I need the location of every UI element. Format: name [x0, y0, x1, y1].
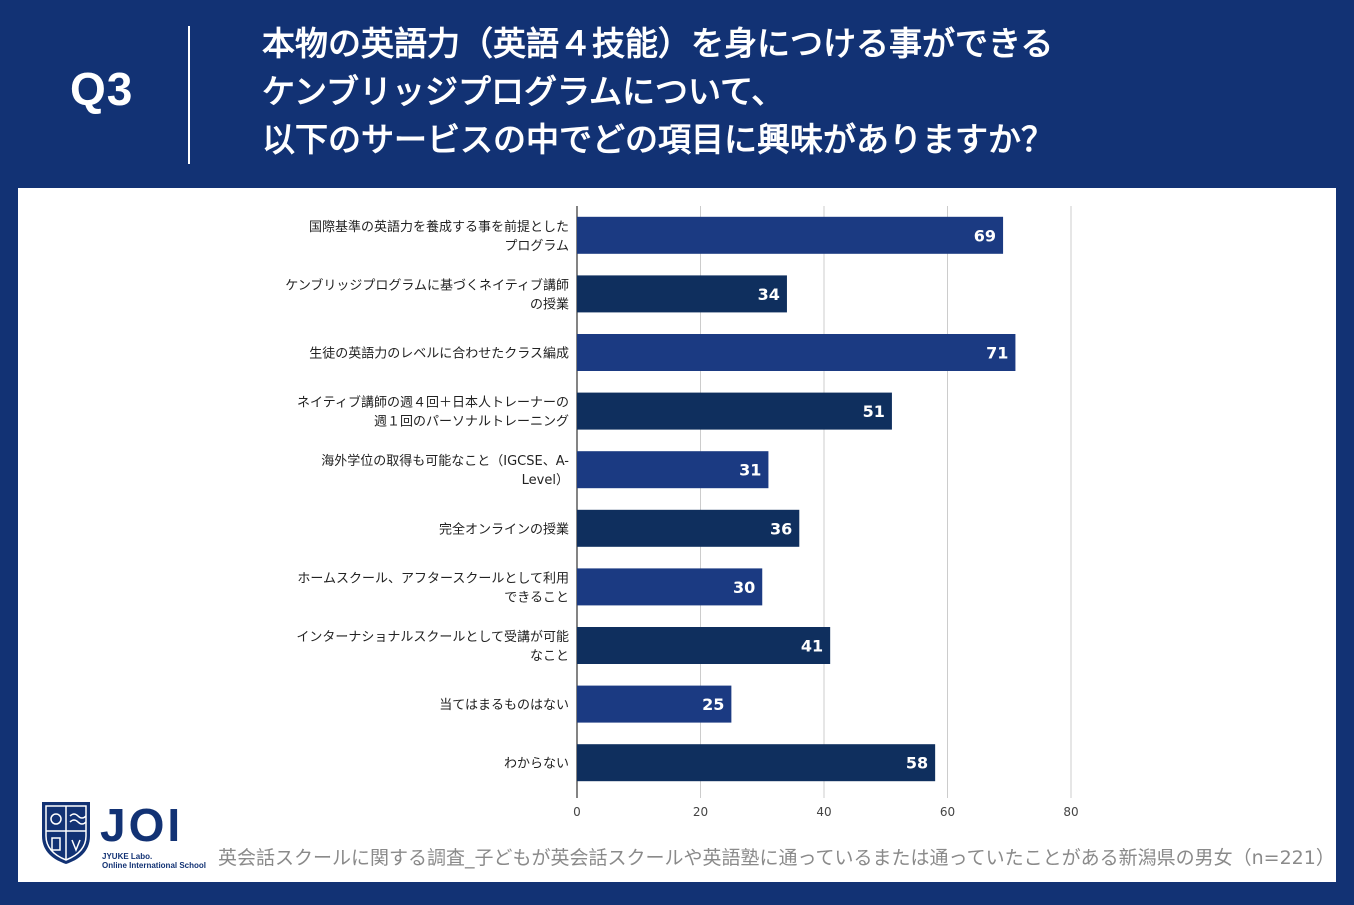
chart-panel: 0 20 40 60 80 69 国際基準の英語力を養成する事を前提としたプログラム 34 ケン…: [18, 188, 1336, 882]
category-label: 週１回のパーソナルトレーニング: [374, 415, 569, 430]
data-label: 41: [801, 637, 823, 656]
logo-subtitle: JYUKE Labo. Online International School: [102, 852, 206, 870]
data-label: 71: [986, 344, 1008, 363]
data-label: 31: [739, 461, 761, 480]
category-label: ネイティブ講師の週４回＋日本人トレーナーの: [297, 395, 569, 411]
data-label: 58: [906, 754, 928, 773]
bar: [577, 392, 892, 430]
bar: [577, 334, 1016, 371]
x-tick-label: 80: [1063, 805, 1078, 819]
data-label: 69: [974, 226, 996, 245]
category-label: できること: [504, 590, 569, 605]
header-divider: [188, 26, 190, 164]
category-label: インターナショナルスクールとして受講が可能: [296, 629, 569, 645]
category-label: ホームスクール、アフタースクールとして利用: [297, 571, 569, 586]
school-crest-icon: [42, 802, 90, 864]
bar: [577, 275, 787, 313]
category-label: ケンブリッジプログラムに基づくネイティブ講師: [285, 277, 569, 293]
bar: [577, 627, 831, 664]
category-label: 海外学位の取得も可能なこと（IGCSE、A-: [321, 453, 569, 469]
category-label: なこと: [530, 649, 569, 664]
x-tick-label: 0: [573, 805, 581, 819]
question-title-line-2: ケンブリッジプログラムについて、: [262, 72, 785, 111]
bar: [577, 568, 763, 606]
logo-subtitle-line-1: JYUKE Labo.: [102, 852, 153, 861]
data-label: 34: [758, 285, 780, 304]
data-label: 25: [702, 695, 724, 714]
x-tick-label: 20: [693, 805, 708, 819]
bar: [577, 216, 1004, 254]
category-label: の授業: [530, 296, 569, 312]
data-label: 51: [863, 402, 885, 421]
category-label: 完全オンラインの授業: [439, 521, 569, 537]
data-label: 30: [733, 578, 755, 597]
category-label: プログラム: [504, 239, 569, 254]
data-label: 36: [770, 519, 792, 538]
logo-wordmark: JOI: [100, 799, 184, 851]
category-label: 国際基準の英語力を養成する事を前提とした: [309, 219, 569, 235]
survey-footnote: 英会話スクールに関する調査_子どもが英会話スクールや英語塾に通っているまたは通っ…: [218, 847, 1335, 869]
question-number: Q3: [70, 63, 134, 115]
question-title-line-1: 本物の英語力（英語４技能）を身につける事ができる: [262, 24, 1054, 63]
bar: [577, 744, 936, 782]
bar: [577, 685, 732, 723]
category-label: わからない: [504, 757, 569, 772]
x-tick-label: 40: [816, 805, 831, 819]
category-label: 当てはまるものはない: [439, 698, 569, 713]
category-label: 生徒の英語力のレベルに合わせたクラス編成: [309, 346, 569, 362]
category-label: Level）: [522, 473, 569, 488]
bar: [577, 509, 800, 547]
bar: [577, 451, 769, 489]
x-tick-label: 60: [940, 805, 955, 819]
question-title: 本物の英語力（英語４技能）を身につける事ができる ケンブリッジプログラムについて…: [262, 20, 1342, 164]
question-title-line-3: 以下のサービスの中でどの項目に興味がありますか？: [262, 120, 1054, 159]
logo-subtitle-line-2: Online International School: [102, 861, 207, 870]
